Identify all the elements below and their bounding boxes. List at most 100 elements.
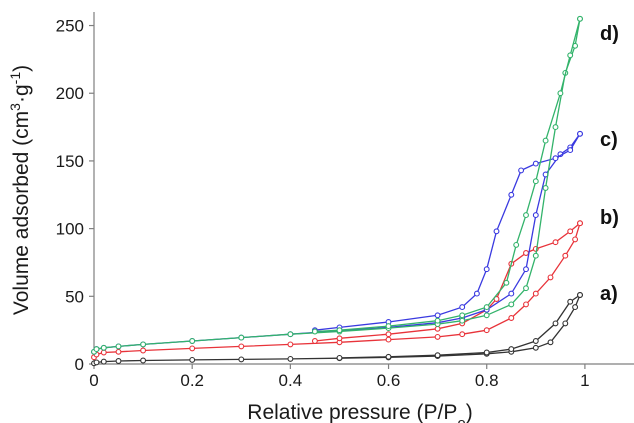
desorption-point [336, 335, 343, 342]
desorption-line [314, 133, 581, 331]
adsorption-point [532, 290, 539, 297]
adsorption-point [523, 301, 529, 308]
series-label: d) [600, 23, 619, 45]
desorption-point [552, 320, 559, 327]
adsorption-point [140, 357, 147, 364]
series-b [91, 220, 583, 361]
adsorption-point [542, 185, 549, 191]
desorption-point [523, 212, 529, 219]
adsorption-point [115, 358, 122, 364]
adsorption-point [562, 252, 569, 259]
adsorption-point [508, 290, 515, 297]
adsorption-point [189, 338, 196, 344]
desorption-point [567, 228, 574, 235]
y-tick-label: 150 [56, 152, 84, 171]
axes: 0 50 100 150 200 250 0 0.2 0.4 0.6 0.8 1 [56, 12, 634, 390]
x-axis-title: Relative pressure (P/Po) [247, 401, 472, 423]
x-tick-label: 0.2 [180, 371, 204, 390]
desorption-point [508, 191, 515, 198]
adsorption-point [238, 356, 245, 363]
adsorption-point [115, 348, 122, 355]
adsorption-point [547, 339, 554, 346]
adsorption-point [238, 334, 245, 341]
adsorption-point [532, 344, 539, 351]
adsorption-point [459, 317, 466, 324]
adsorption-line [93, 223, 581, 358]
adsorption-point [189, 345, 196, 352]
desorption-point [311, 328, 318, 335]
y-tick-label: 100 [56, 220, 84, 239]
labels: a) b) c) d) [600, 23, 619, 305]
x-tick-label: 0.6 [377, 371, 401, 390]
desorption-point [532, 338, 539, 344]
series-d [91, 15, 583, 355]
desorption-point [577, 220, 583, 227]
desorption-point [567, 298, 574, 305]
desorption-point [508, 346, 515, 353]
series-label: c) [600, 129, 618, 151]
desorption-point [434, 317, 441, 324]
series-label: b) [600, 207, 619, 229]
desorption-point [523, 250, 529, 256]
desorption-point [336, 354, 343, 361]
desorption-point [336, 327, 343, 334]
adsorption-point [100, 349, 107, 356]
adsorption-point [483, 312, 490, 319]
x-tick-label: 0 [89, 371, 98, 390]
adsorption-point [572, 236, 579, 243]
y-tick-label: 50 [65, 287, 84, 306]
desorption-point [483, 349, 490, 356]
adsorption-point [100, 358, 107, 365]
adsorption-point [93, 359, 100, 366]
adsorption-point [287, 341, 294, 348]
adsorption-point [93, 346, 100, 353]
desorption-point [385, 353, 392, 360]
adsorption-point [434, 333, 441, 340]
desorption-point [552, 155, 559, 162]
desorption-point [542, 137, 549, 144]
desorption-point [567, 147, 574, 154]
adsorption-point [189, 356, 196, 363]
desorption-point [493, 228, 500, 235]
adsorption-point [140, 347, 147, 354]
desorption-point [385, 323, 392, 330]
desorption-point [434, 312, 441, 319]
adsorption-point [140, 341, 147, 348]
adsorption-point [532, 212, 539, 219]
adsorption-point [552, 124, 559, 131]
adsorption-point [508, 315, 515, 321]
desorption-point [552, 239, 559, 246]
desorption-point [434, 352, 441, 359]
series-c [91, 130, 583, 355]
adsorption-point [238, 343, 245, 350]
desorption-point [532, 160, 539, 167]
y-tick-label: 200 [56, 84, 84, 103]
adsorption-point [287, 355, 294, 362]
y-tick-label: 250 [56, 17, 84, 36]
x-tick-label: 1 [580, 371, 589, 390]
desorption-point [577, 292, 583, 298]
desorption-point [311, 338, 318, 344]
desorption-point [483, 266, 490, 273]
series-layer [91, 15, 583, 367]
series-label: a) [600, 283, 618, 305]
series-a [91, 292, 583, 367]
adsorption-line [93, 18, 581, 353]
adsorption-point [287, 331, 294, 338]
adsorption-point [483, 327, 490, 334]
adsorption-point [523, 285, 529, 292]
desorption-point [473, 290, 480, 297]
x-tick-label: 0.4 [279, 371, 303, 390]
adsorption-point [532, 252, 539, 259]
desorption-point [567, 52, 574, 59]
adsorption-point [115, 343, 122, 350]
desorption-point [459, 312, 466, 319]
adsorption-point [459, 331, 466, 338]
desorption-point [577, 15, 583, 22]
desorption-point [434, 325, 441, 332]
adsorption-point [523, 266, 529, 273]
desorption-point [557, 90, 564, 97]
desorption-point [483, 304, 490, 311]
adsorption-point [385, 336, 392, 343]
